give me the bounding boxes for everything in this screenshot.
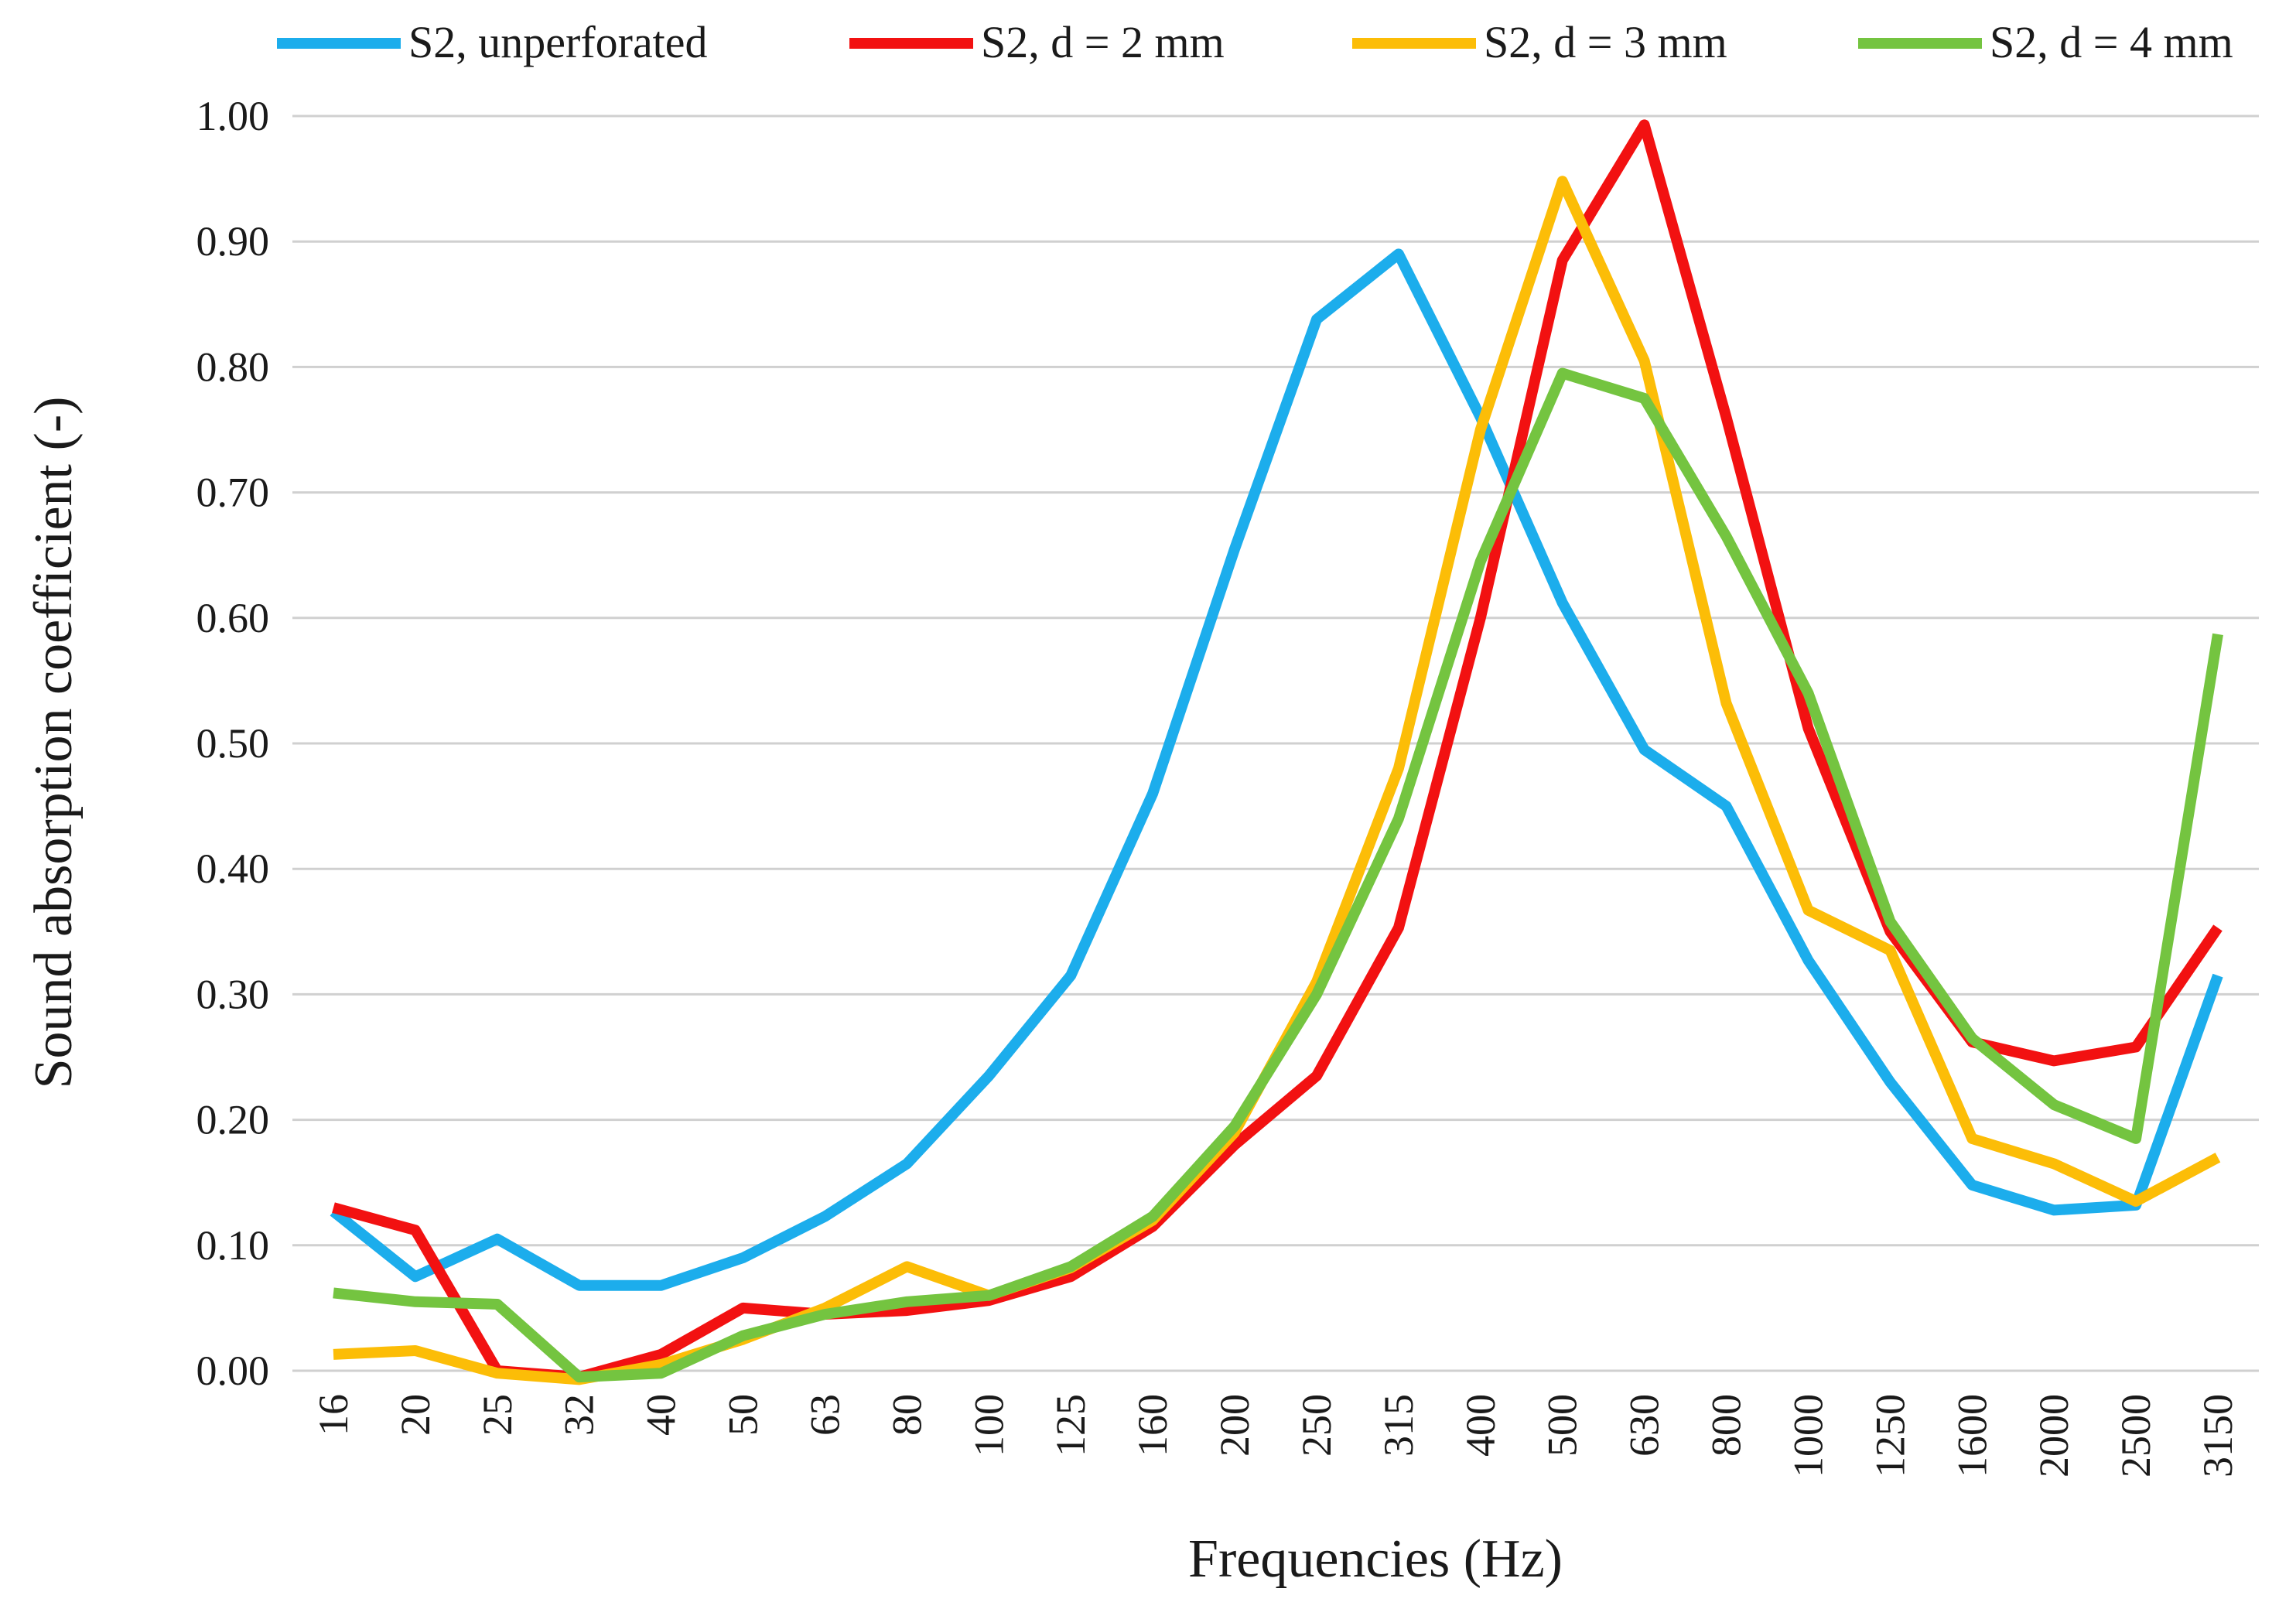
x-tick-label: 315 xyxy=(1375,1394,1422,1457)
y-tick-label: 0.60 xyxy=(196,595,270,641)
series-line-1 xyxy=(332,119,2223,1383)
series-line-3 xyxy=(333,367,2223,1383)
x-axis-title: Frequencies (Hz) xyxy=(1188,1529,1563,1589)
x-tick-label: 160 xyxy=(1129,1394,1176,1457)
legend-label-d3: S2, d = 3 mm xyxy=(1484,17,1727,67)
y-tick-label: 0.50 xyxy=(196,720,270,767)
x-tick-label: 63 xyxy=(801,1394,848,1436)
legend: S2, unperforated S2, d = 2 mm S2, d = 3 … xyxy=(277,17,2233,67)
y-tick-label: 0.30 xyxy=(196,971,270,1017)
x-tick-label: 32 xyxy=(556,1394,603,1436)
x-tick-label: 50 xyxy=(720,1394,767,1436)
y-tick-label: 0.80 xyxy=(196,343,270,390)
x-tick-label: 1600 xyxy=(1949,1394,1995,1477)
x-tick-label: 200 xyxy=(1211,1394,1258,1457)
x-tick-label: 25 xyxy=(474,1394,521,1436)
series-line-2 xyxy=(333,176,2221,1385)
y-tick-label: 0.90 xyxy=(196,218,270,265)
y-tick-label: 0.20 xyxy=(196,1097,270,1143)
gridlines xyxy=(292,114,2259,1372)
y-tick-label: 1.00 xyxy=(196,93,270,139)
legend-label-unperforated: S2, unperforated xyxy=(408,17,708,67)
x-tick-label: 800 xyxy=(1703,1394,1750,1457)
x-tick-label: 125 xyxy=(1047,1394,1094,1457)
x-tick-label: 40 xyxy=(638,1394,685,1436)
y-axis-ticks: 0.00 0.10 0.20 0.30 0.40 0.50 0.60 0.70 0.80 0.90… xyxy=(196,93,270,1394)
x-tick-label: 1000 xyxy=(1785,1394,1831,1477)
x-tick-label: 20 xyxy=(392,1394,439,1436)
series-line-0 xyxy=(330,248,2223,1291)
series-lines xyxy=(330,119,2223,1385)
x-tick-label: 3150 xyxy=(2195,1394,2241,1477)
x-tick-label: 250 xyxy=(1293,1394,1340,1457)
y-axis-title: Sound absorption coefficient (-) xyxy=(24,397,84,1089)
x-tick-label: 2500 xyxy=(2113,1394,2159,1477)
x-tick-label: 500 xyxy=(1539,1394,1586,1457)
x-tick-label: 80 xyxy=(883,1394,930,1436)
x-tick-label: 2000 xyxy=(2031,1394,2077,1477)
y-tick-label: 0.40 xyxy=(196,845,270,892)
x-tick-label: 1250 xyxy=(1867,1394,1913,1477)
legend-label-d4: S2, d = 4 mm xyxy=(1990,17,2233,67)
x-tick-label: 630 xyxy=(1621,1394,1668,1457)
x-tick-label: 16 xyxy=(310,1394,357,1436)
x-tick-label: 400 xyxy=(1457,1394,1504,1457)
x-axis-ticks: 16 20 25 32 40 50 63 80 100 125 160 200 250 315 400 500… xyxy=(310,1394,2241,1477)
y-tick-label: 0.00 xyxy=(196,1348,270,1394)
x-tick-label: 100 xyxy=(965,1394,1012,1457)
legend-label-d2: S2, d = 2 mm xyxy=(981,17,1225,67)
y-tick-label: 0.70 xyxy=(196,470,270,516)
y-tick-label: 0.10 xyxy=(196,1222,270,1269)
